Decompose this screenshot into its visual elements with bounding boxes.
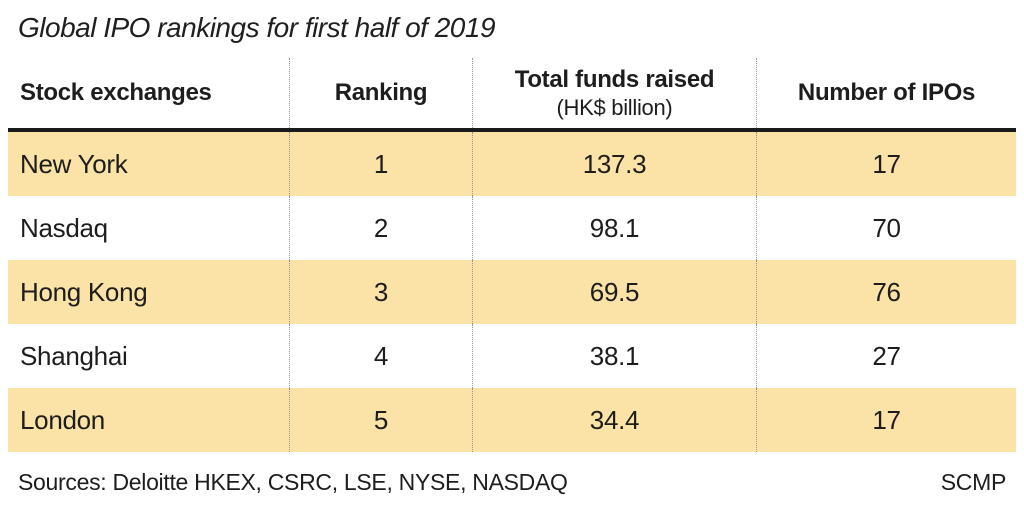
cell-exchange: Hong Kong bbox=[20, 276, 148, 307]
header-ranking: Ranking bbox=[289, 58, 472, 128]
table-row: Hong Kong 3 69.5 76 bbox=[8, 260, 1016, 324]
header-number-of-ipos: Number of IPOs bbox=[756, 58, 1016, 128]
header-total-funds: Total funds raised (HK$ billion) bbox=[472, 58, 756, 128]
cell-ranking: 2 bbox=[289, 196, 472, 260]
cell-ranking: 4 bbox=[289, 324, 472, 388]
cell-exchange: Nasdaq bbox=[20, 212, 108, 243]
cell-exchange: Shanghai bbox=[20, 340, 128, 371]
cell-funds: 69.5 bbox=[472, 260, 756, 324]
credit-text: SCMP bbox=[940, 469, 1007, 495]
footer: Sources: Deloitte HKEX, CSRC, LSE, NYSE,… bbox=[0, 469, 1024, 496]
cell-funds: 38.1 bbox=[472, 324, 756, 388]
cell-ranking: 3 bbox=[289, 260, 472, 324]
cell-funds: 98.1 bbox=[472, 196, 756, 260]
cell-exchange: New York bbox=[20, 148, 128, 179]
infographic: Global IPO rankings for first half of 20… bbox=[0, 11, 1024, 506]
cell-ipos: 17 bbox=[756, 132, 1016, 196]
table-header-row: Stock exchanges Ranking Total funds rais… bbox=[8, 58, 1016, 132]
cell-ranking: 5 bbox=[289, 388, 472, 452]
ipo-rankings-table: Stock exchanges Ranking Total funds rais… bbox=[8, 58, 1016, 452]
table-row: New York 1 137.3 17 bbox=[8, 132, 1016, 196]
page-title: Global IPO rankings for first half of 20… bbox=[18, 12, 496, 43]
header-total-funds-unit: (HK$ billion) bbox=[556, 94, 673, 120]
cell-funds: 34.4 bbox=[472, 388, 756, 452]
sources-text: Sources: Deloitte HKEX, CSRC, LSE, NYSE,… bbox=[18, 469, 568, 495]
table-row: London 5 34.4 17 bbox=[8, 388, 1016, 452]
cell-ranking: 1 bbox=[289, 132, 472, 196]
header-total-funds-label: Total funds raised bbox=[514, 65, 715, 93]
cell-exchange: London bbox=[20, 404, 105, 435]
cell-ipos: 27 bbox=[756, 324, 1016, 388]
table-row: Nasdaq 2 98.1 70 bbox=[8, 196, 1016, 260]
cell-ipos: 76 bbox=[756, 260, 1016, 324]
table-row: Shanghai 4 38.1 27 bbox=[8, 324, 1016, 388]
cell-ipos: 70 bbox=[756, 196, 1016, 260]
cell-ipos: 17 bbox=[756, 388, 1016, 452]
header-stock-exchanges: Stock exchanges bbox=[20, 79, 212, 106]
cell-funds: 137.3 bbox=[472, 132, 756, 196]
